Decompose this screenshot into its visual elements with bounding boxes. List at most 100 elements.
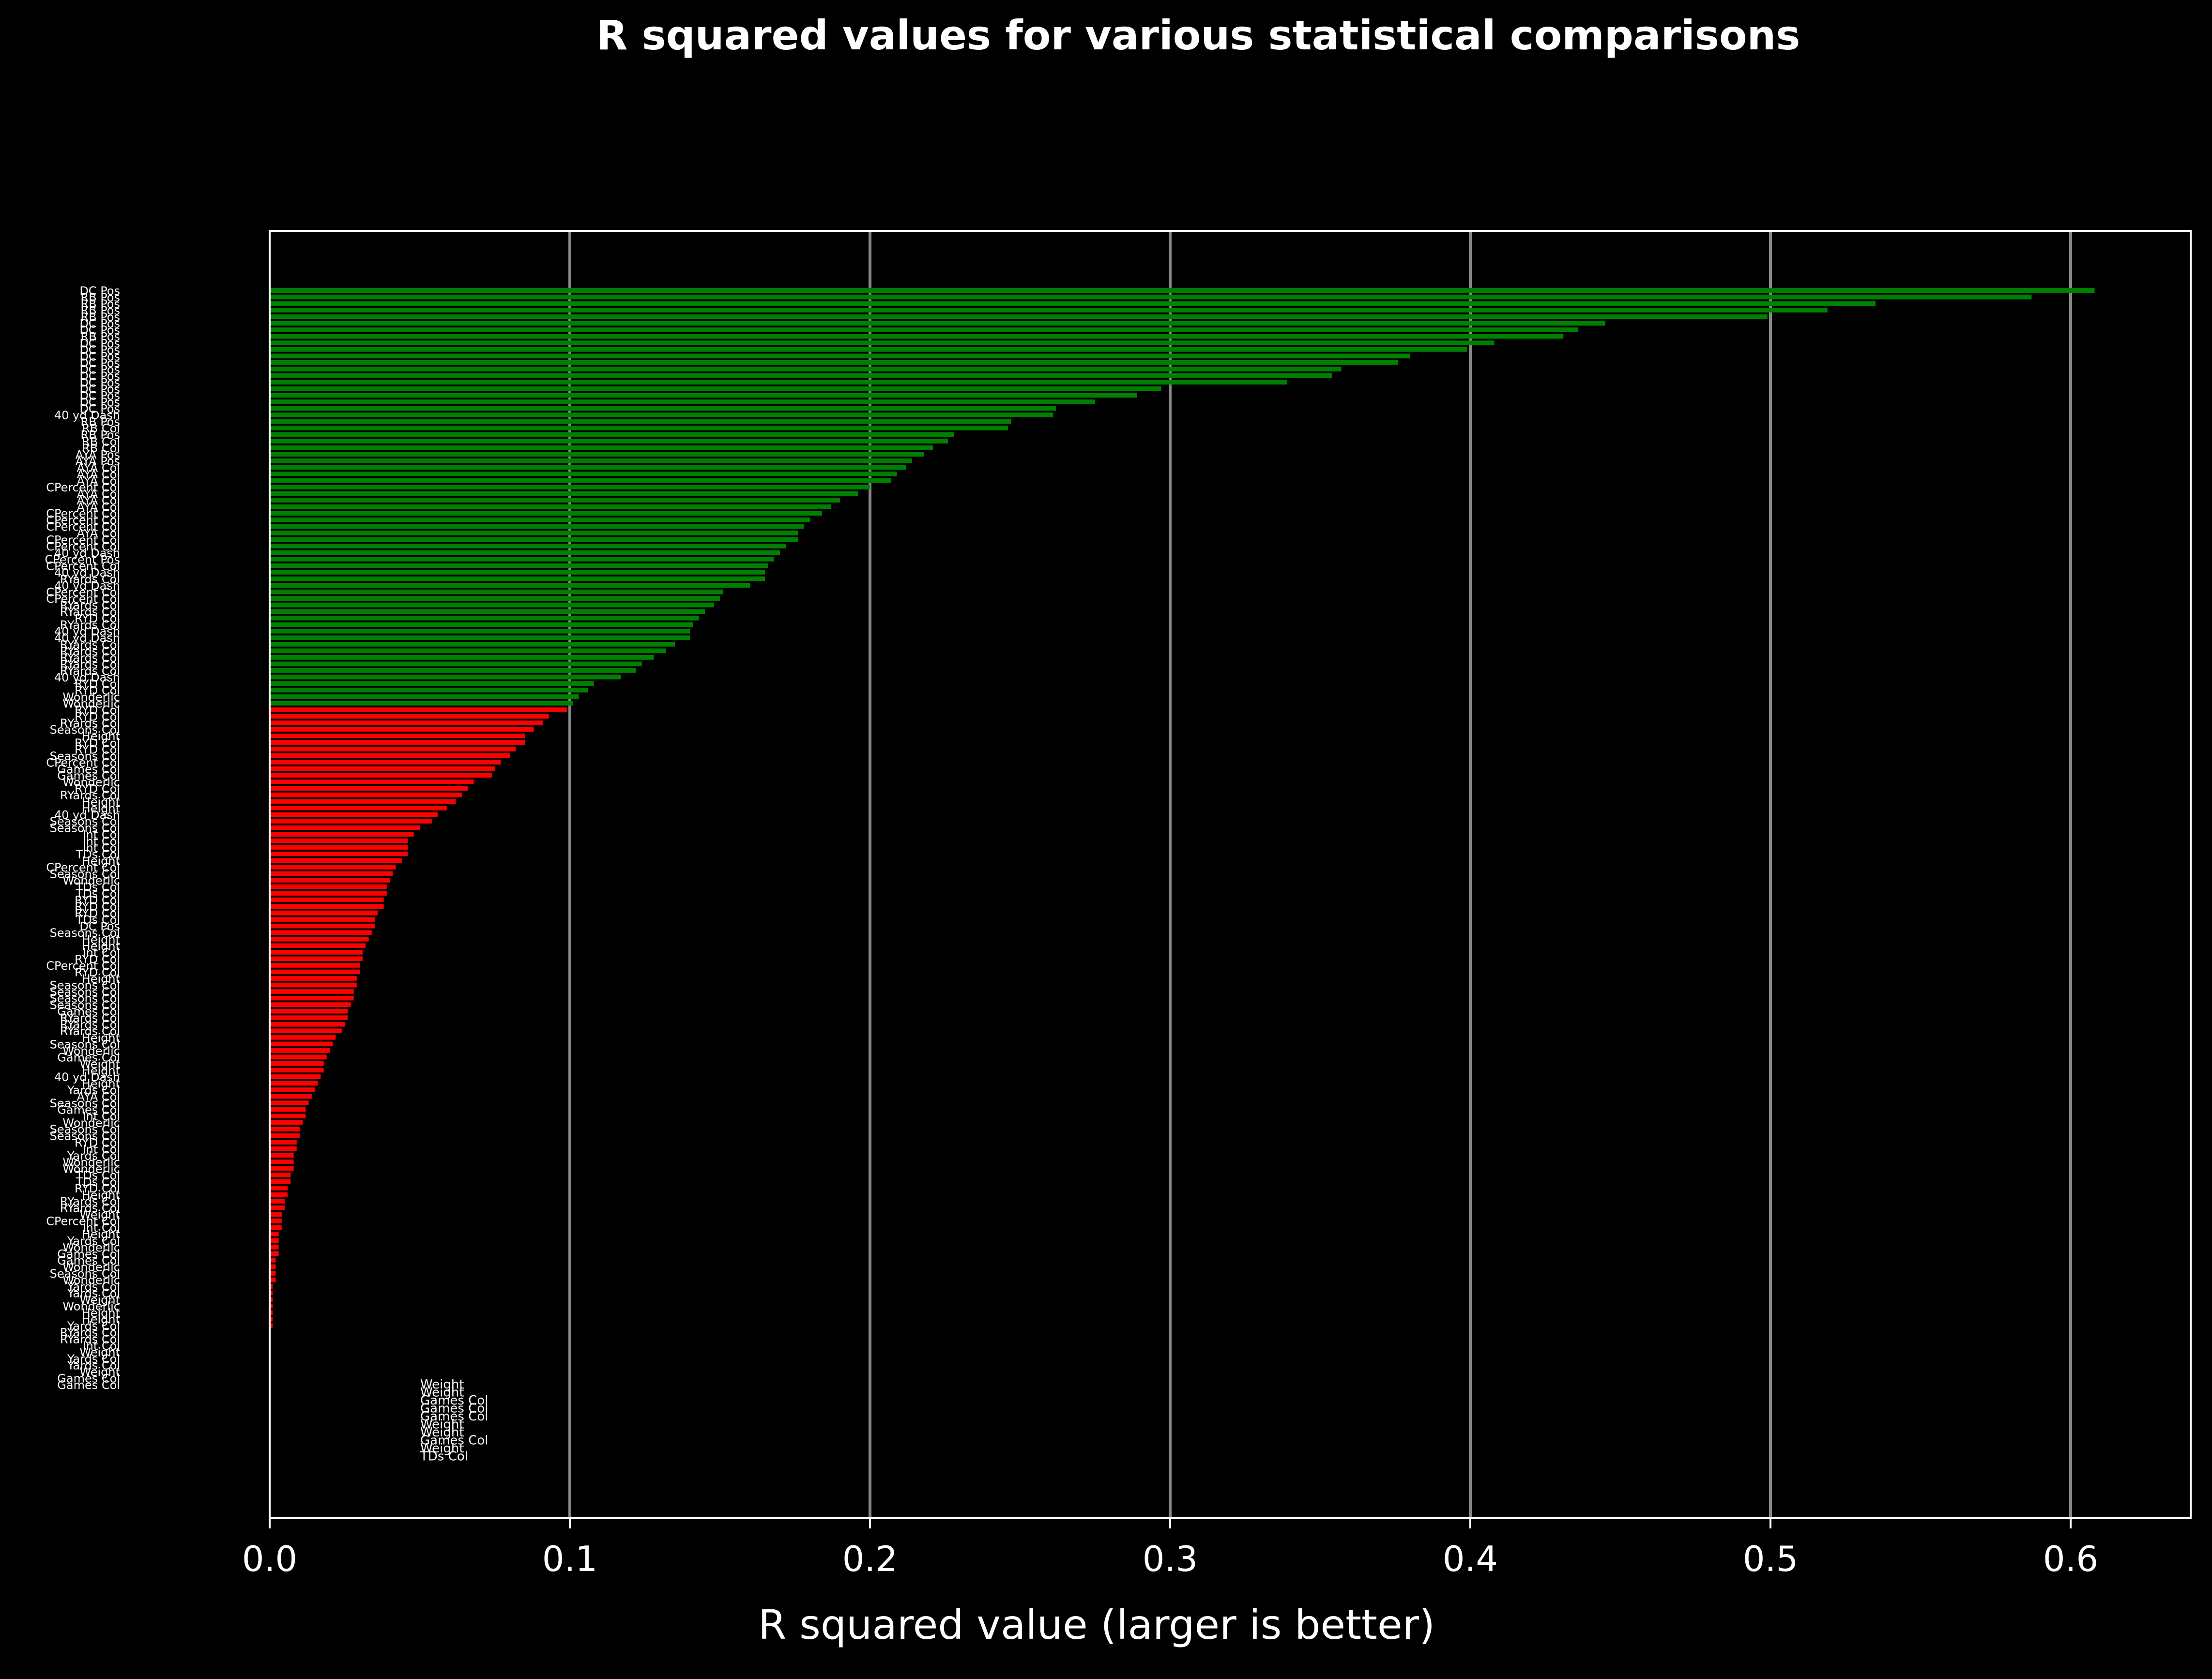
bar [270, 851, 408, 856]
bar [270, 976, 357, 981]
y-tick-label: CPercent Col [46, 756, 120, 769]
y-tick-label: Height [82, 972, 120, 986]
bar [270, 936, 369, 942]
bar [270, 1199, 285, 1204]
y-tick-label: RYards Col [60, 664, 120, 678]
y-tick-label: RB Pos [80, 428, 120, 442]
y-tick-label: Weight [79, 1057, 120, 1071]
y-tick-label: CPercent Col [46, 507, 120, 520]
x-tick-label: 0.6 [2043, 1539, 2099, 1579]
y-tick-label: Games Col [57, 1051, 120, 1064]
y-tick-label: Height [82, 1189, 120, 1202]
y-tick-label: Games Col [57, 1247, 120, 1261]
bar [270, 1140, 297, 1145]
bar [270, 648, 666, 654]
bar [270, 327, 1579, 333]
y-tick-label: DC Pos [79, 369, 120, 383]
y-tick-label: Games Col [57, 1378, 120, 1392]
y-tick-label: RYD Col [75, 900, 120, 914]
y-tick-label: Height [82, 1031, 120, 1045]
y-tick-label: Int Col [83, 1143, 120, 1156]
bar [270, 1303, 273, 1309]
bar [270, 1284, 273, 1289]
y-tick-label: RB Pos [80, 330, 120, 344]
bar [270, 458, 912, 463]
y-tick-label: Games Col [420, 1409, 488, 1424]
bar [270, 517, 810, 522]
y-tick-label: Games Col [420, 1402, 488, 1416]
y-tick-label: AYA Col [76, 1090, 120, 1104]
y-tick-label: RYD Col [75, 743, 120, 756]
bar [270, 386, 1161, 391]
bar [270, 596, 720, 601]
y-tick-label: Seasons Col [50, 978, 120, 992]
y-tick-label: DC Pos [79, 356, 120, 370]
y-tick-label: Weight [420, 1386, 464, 1400]
bar [270, 982, 357, 988]
bar [270, 504, 831, 509]
y-tick-label: Yards Col [67, 1234, 120, 1248]
bar [270, 399, 1095, 404]
bar [270, 498, 840, 503]
y-tick-label: Height [82, 933, 120, 946]
bar [270, 838, 408, 843]
bar [270, 694, 579, 699]
bar [270, 1054, 327, 1060]
y-tick-label: AYA Col [76, 488, 120, 501]
bar [270, 465, 906, 470]
bar [270, 1264, 276, 1269]
y-tick-label: Int Col [83, 1221, 120, 1235]
bar [270, 1244, 279, 1250]
y-tick-label: Wonderlic [62, 1044, 120, 1058]
y-tick-label: 40 yd Dash [54, 809, 120, 822]
bar [270, 779, 474, 784]
y-tick-label: Weight [420, 1425, 464, 1440]
bar [270, 1061, 324, 1066]
y-tick-label: RYards Col [60, 1202, 120, 1215]
y-tick-label: Height [82, 854, 120, 868]
y-tick-label: RYards Col [60, 605, 120, 619]
bar [270, 687, 588, 693]
bar [270, 294, 2032, 300]
y-tick-label: DC Pos [79, 389, 120, 403]
y-tick-label: TDs Col [76, 1169, 120, 1182]
y-tick-label: RB Col [82, 442, 120, 455]
y-tick-label: DC Pos [79, 382, 120, 396]
bar [270, 1153, 294, 1158]
bar [270, 419, 1011, 424]
bar [270, 1015, 348, 1021]
y-tick-label: Seasons Col [50, 749, 120, 763]
bar [270, 1022, 345, 1027]
y-tick-label: AYA Col [76, 461, 120, 474]
bar [270, 1251, 279, 1256]
y-tick-label: Int Col [83, 835, 120, 848]
bar [270, 301, 1876, 306]
y-tick-label: CPercent Col [46, 1215, 120, 1228]
y-tick-label: AYA Col [76, 468, 120, 481]
bar [270, 720, 543, 726]
y-tick-label: RYards Col [60, 651, 120, 665]
y-tick-label: RB Pos [80, 310, 120, 324]
y-tick-label: RB Pos [80, 297, 120, 311]
bar [270, 740, 525, 745]
y-tick-label: 40 yd Dash [54, 566, 120, 580]
bar [270, 353, 1410, 359]
y-tick-label: RYards Col [60, 599, 120, 612]
y-tick-label: CPercent Col [46, 592, 120, 606]
bar [270, 452, 924, 457]
y-tick-label: Yards Col [67, 1352, 120, 1366]
bar [270, 989, 354, 994]
bar [270, 845, 408, 850]
y-tick-label: Height [82, 1064, 120, 1077]
bar [270, 1310, 273, 1315]
bar [270, 314, 1768, 320]
y-tick-label: Height [82, 795, 120, 809]
y-tick-label: CPercent Pos [45, 553, 121, 566]
bar [270, 576, 765, 581]
bar [270, 1166, 294, 1171]
bar [270, 799, 456, 804]
bar [270, 1290, 273, 1296]
y-tick-label: RYD Col [75, 907, 120, 920]
bar [270, 1107, 306, 1112]
y-tick-label: CPercent Col [46, 481, 120, 494]
